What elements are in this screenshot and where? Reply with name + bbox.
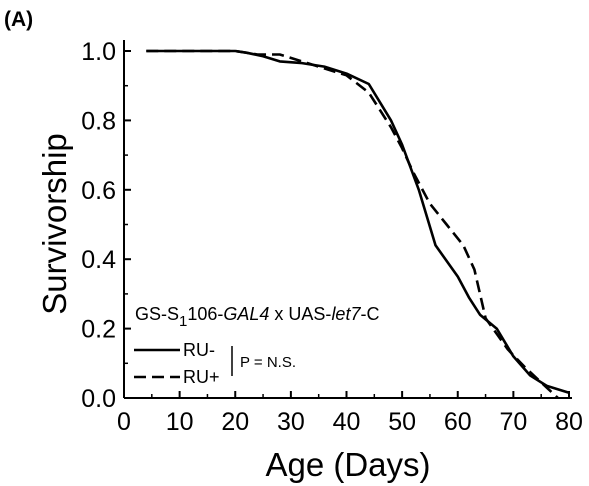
- y-axis-title: Survivorship: [36, 133, 73, 315]
- series-line-ru-minus: [146, 49, 570, 395]
- p-value-label: P = N.S.: [240, 354, 296, 371]
- x-tick-label: 60: [444, 408, 472, 436]
- genotype-part-6: -C: [360, 304, 379, 324]
- y-tick-label: 0.4: [81, 246, 116, 274]
- y-tick-label: 0.8: [81, 107, 116, 135]
- y-tick-label: 0.0: [81, 385, 116, 413]
- genotype-subscript: 1: [179, 313, 187, 330]
- genotype-part-4: x UAS-: [269, 304, 331, 324]
- y-tick-label: 0.6: [81, 177, 116, 205]
- x-tick-label: 30: [277, 408, 305, 436]
- genotype-part-3: GAL4: [223, 304, 269, 324]
- genotype-part-5: let7: [331, 304, 361, 324]
- y-tick-label: 1.0: [81, 38, 116, 66]
- legend: RU- RU+ P = N.S.: [134, 340, 296, 387]
- genotype-annotation: GS-S1106-GAL4 x UAS-let7-C: [135, 304, 379, 330]
- x-tick-label: 70: [499, 408, 527, 436]
- plot-area: 0 10 20 30 40 50 60 70 80 0.0 0.2 0.4 0.6 0.8 1.0: [81, 38, 583, 436]
- legend-label-ru-minus: RU-: [183, 340, 215, 360]
- x-tick-label: 80: [555, 408, 583, 436]
- x-tick-label: 0: [117, 408, 131, 436]
- genotype-part-2: 106-: [187, 304, 223, 324]
- y-tick-label: 0.2: [81, 316, 116, 344]
- panel-label: (A): [4, 8, 33, 31]
- genotype-part-1: GS-S: [135, 304, 179, 324]
- x-tick-label: 10: [166, 408, 194, 436]
- x-axis-title: Age (Days): [265, 446, 430, 483]
- x-tick-label: 50: [388, 408, 416, 436]
- x-tick-label: 20: [221, 408, 249, 436]
- x-tick-label: 40: [333, 408, 361, 436]
- legend-label-ru-plus: RU+: [183, 367, 220, 387]
